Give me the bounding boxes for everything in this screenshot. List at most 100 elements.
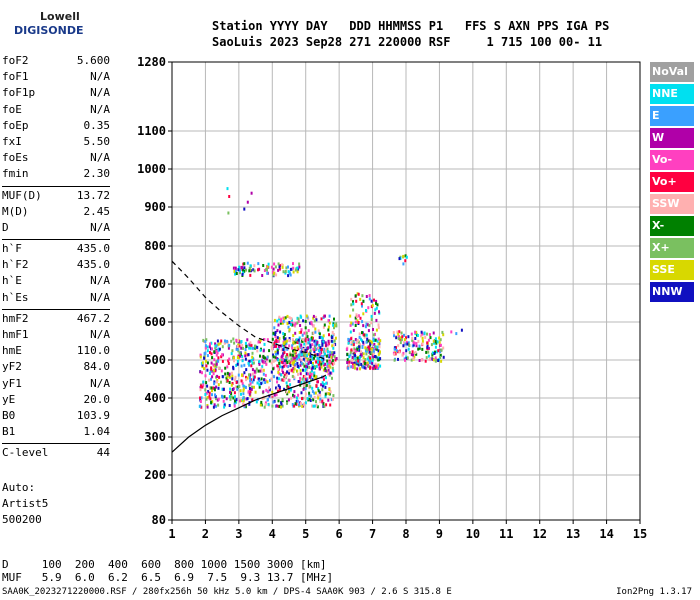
echo-point xyxy=(308,360,311,364)
echo-point xyxy=(310,376,313,379)
echo-point xyxy=(354,366,357,370)
echo-point xyxy=(262,264,265,267)
echo-point xyxy=(425,350,428,354)
echo-point xyxy=(286,401,288,405)
echo-point xyxy=(277,367,280,371)
echo-point xyxy=(331,359,334,363)
echo-point xyxy=(291,344,294,348)
echo-point xyxy=(280,348,283,352)
echo-point xyxy=(373,343,376,346)
echo-point xyxy=(303,364,306,368)
param-value: 110.0 xyxy=(76,344,110,358)
echo-point xyxy=(400,331,403,335)
echo-point xyxy=(310,378,313,382)
echo-point xyxy=(283,371,286,375)
echo-point xyxy=(365,362,368,366)
echo-point xyxy=(233,402,236,406)
echo-point xyxy=(246,376,249,380)
param-value: 2.30 xyxy=(83,167,111,181)
echo-point xyxy=(442,346,445,350)
echo-point xyxy=(298,401,301,405)
x-tick-label: 11 xyxy=(499,527,513,541)
echo-point xyxy=(357,359,360,363)
echo-point xyxy=(271,393,274,397)
echo-point xyxy=(309,321,312,325)
echo-point xyxy=(270,345,273,349)
echo-point xyxy=(281,378,284,382)
echo-point xyxy=(309,354,312,358)
echo-point xyxy=(350,348,353,352)
echo-point xyxy=(217,366,220,370)
echo-point xyxy=(296,399,299,403)
echo-point xyxy=(303,354,306,358)
echo-point xyxy=(205,381,208,385)
echo-point xyxy=(375,347,378,351)
echo-point xyxy=(283,340,286,344)
echo-point xyxy=(403,333,405,337)
echo-point xyxy=(266,380,269,384)
echo-point xyxy=(218,347,221,351)
echo-point xyxy=(364,325,367,329)
echo-point xyxy=(299,346,302,350)
echo-point xyxy=(364,349,367,353)
echo-point xyxy=(312,316,315,320)
echo-point xyxy=(411,338,414,342)
echo-point xyxy=(377,337,380,341)
echo-point xyxy=(432,331,435,335)
echo-point xyxy=(201,371,203,375)
echo-point xyxy=(328,355,331,359)
echo-point xyxy=(284,361,287,365)
echo-point xyxy=(274,332,277,336)
echo-point xyxy=(215,397,217,401)
echo-point xyxy=(290,387,293,390)
echo-point xyxy=(362,352,365,356)
echo-point xyxy=(282,342,285,345)
echo-point xyxy=(236,362,239,366)
echo-point xyxy=(253,371,256,375)
echo-point xyxy=(323,323,326,327)
echo-point xyxy=(287,398,290,402)
echo-point xyxy=(309,399,312,402)
echo-point xyxy=(404,259,407,263)
echo-point xyxy=(283,375,286,379)
echo-point xyxy=(405,357,408,360)
echo-point xyxy=(417,339,420,343)
echo-point xyxy=(215,364,218,368)
echo-point xyxy=(241,373,243,377)
x-tick-label: 4 xyxy=(269,527,276,541)
echo-point xyxy=(369,342,372,346)
echo-point xyxy=(252,378,255,382)
echo-point xyxy=(362,340,365,344)
echo-point xyxy=(245,378,248,382)
echo-point xyxy=(289,351,292,355)
echo-point xyxy=(375,328,378,332)
echo-point xyxy=(274,334,277,338)
echo-point xyxy=(296,316,299,320)
echo-point xyxy=(320,355,323,358)
echo-point xyxy=(296,321,299,325)
param-row: foF1p N/A xyxy=(2,86,110,102)
x-tick-label: 14 xyxy=(599,527,613,541)
echo-point xyxy=(287,365,290,369)
echo-point xyxy=(298,357,301,361)
echo-point xyxy=(347,366,350,370)
param-name: M(D) xyxy=(2,204,29,218)
echo-point xyxy=(285,364,288,368)
echo-point xyxy=(212,405,215,409)
muf-row: MUF 5.9 6.0 6.2 6.5 6.9 7.5 9.3 13.7 [MH… xyxy=(2,571,334,584)
echo-point xyxy=(299,353,301,357)
echo-point xyxy=(374,308,377,312)
echo-point xyxy=(424,335,427,339)
echo-point xyxy=(284,345,287,349)
echo-point xyxy=(374,355,377,358)
param-name: yF1 xyxy=(2,376,22,390)
echo-point xyxy=(250,191,253,195)
echo-point xyxy=(294,340,297,344)
echo-point xyxy=(208,378,211,382)
echo-point xyxy=(350,297,353,301)
echo-point xyxy=(206,384,209,388)
y-tick-label: 700 xyxy=(144,277,166,291)
echo-point xyxy=(229,387,232,391)
echo-point xyxy=(412,340,415,344)
echo-point xyxy=(375,318,378,322)
